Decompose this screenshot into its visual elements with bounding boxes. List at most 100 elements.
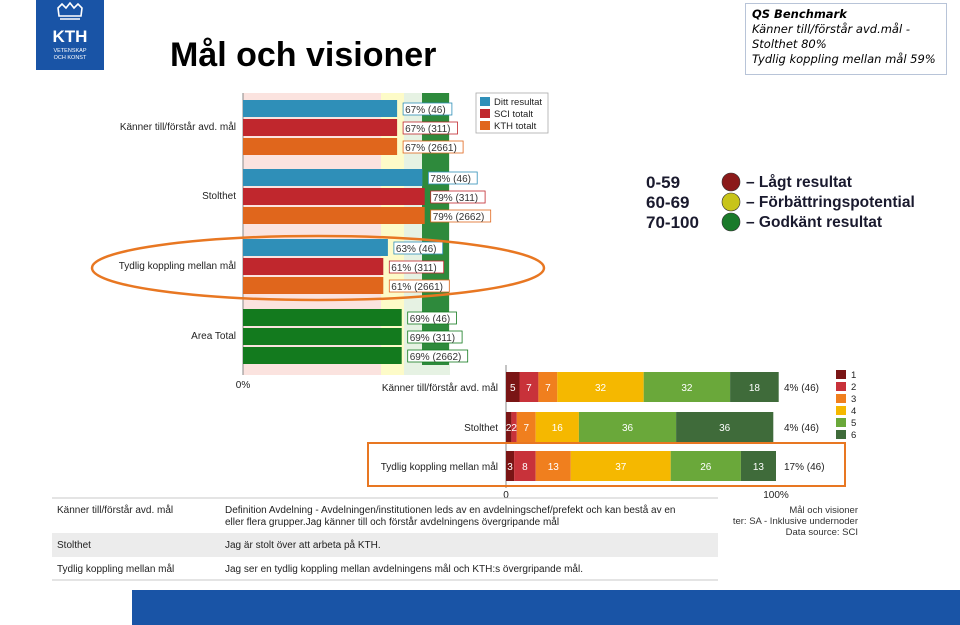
stacked-segment: [578, 412, 677, 442]
stacked-category-label: Stolthet: [464, 423, 498, 434]
scale-light-icon: [721, 172, 741, 192]
stacked-legend-swatch: [836, 394, 846, 403]
data-label-box: [388, 260, 445, 274]
segment-value: 13: [753, 462, 765, 473]
data-label-box: [407, 311, 457, 325]
logo-kth-text: KTH: [53, 27, 88, 46]
segment-value: 26: [700, 462, 712, 473]
stacked-legend-label: 4: [851, 406, 856, 417]
stacked-right-label: 17% (46): [784, 462, 825, 473]
category-label: Tydlig koppling mellan mål: [119, 260, 236, 272]
footer-bar: [132, 590, 960, 625]
scale-range: 0-59: [646, 173, 680, 192]
x-tick-label: 0%: [236, 380, 251, 391]
definition-term: Stolthet: [57, 540, 91, 551]
scale-light-icon: [721, 212, 741, 232]
legend-label: Ditt resultat: [494, 97, 542, 108]
data-label: 61% (2661): [391, 282, 443, 293]
stacked-segment: [535, 412, 579, 442]
legend-swatch: [480, 97, 490, 106]
stacked-segment: [506, 412, 512, 442]
bar: [243, 119, 398, 136]
legend-label: KTH totalt: [494, 121, 537, 132]
segment-value: 7: [523, 423, 529, 434]
category-label: Känner till/förstår avd. mål: [120, 121, 236, 133]
bar: [243, 188, 425, 205]
data-label-box: [430, 209, 492, 223]
data-label-box: [402, 140, 464, 154]
bar: [243, 239, 388, 256]
data-label-box: [430, 190, 486, 204]
stacked-segment: [514, 451, 536, 481]
data-label: 67% (46): [405, 105, 446, 116]
qs-heading: QS Benchmark: [752, 7, 847, 21]
table-row-bg: [52, 533, 718, 557]
stacked-category-label: Känner till/förstår avd. mål: [382, 382, 498, 394]
stacked-legend-swatch: [836, 430, 846, 439]
band-mid: [381, 93, 404, 375]
segment-value: 7: [526, 383, 532, 394]
qs-line: Känner till/förstår avd.mål -: [752, 22, 910, 36]
scale-range: 70-100: [646, 213, 699, 232]
stacked-right-label: 4% (46): [784, 383, 819, 394]
bar: [243, 207, 425, 224]
stacked-segment: [740, 451, 776, 481]
legend-label: SCI totalt: [494, 109, 533, 120]
stacked-segment: [506, 451, 515, 481]
stacked-legend-label: 1: [851, 370, 856, 381]
segment-value: 8: [522, 462, 528, 473]
definition-text: Jag ser en tydlig koppling mellan avdeln…: [225, 563, 583, 575]
category-label: Area Total: [191, 331, 236, 342]
stacked-segment: [676, 412, 774, 442]
stacked-segment: [538, 372, 558, 402]
data-label-box: [402, 102, 453, 116]
data-label-box: [407, 349, 469, 363]
definition-text: Definition Avdelning - Avdelningen/insti…: [225, 504, 676, 516]
bar: [243, 169, 423, 186]
highlight-rect: [367, 442, 846, 487]
stacked-right-label: 4% (46): [784, 423, 819, 434]
segment-value: 13: [548, 462, 560, 473]
stacked-segment: [506, 372, 520, 402]
footer-left: [0, 590, 132, 625]
logo-line-2: VETENSKAP: [53, 48, 86, 54]
scale-label: – Godkänt resultat: [746, 214, 882, 231]
segment-value: 32: [681, 383, 693, 394]
definition-term: Känner till/förstår avd. mål: [57, 504, 173, 516]
segment-value: 37: [615, 462, 627, 473]
kth-logo: KTH VETENSKAP OCH KONST: [36, 0, 104, 70]
stacked-segment: [643, 372, 731, 402]
stacked-segment: [730, 372, 779, 402]
kth-crown-emblem: KTH VETENSKAP OCH KONST: [53, 1, 88, 61]
definition-text: eller flera grupper.Jag känner till och …: [225, 516, 559, 528]
data-label-box: [427, 171, 478, 185]
stacked-legend-label: 2: [851, 382, 856, 393]
data-label-box: [402, 121, 458, 135]
segment-value: 2: [506, 423, 512, 434]
stacked-segment: [516, 412, 536, 442]
stacked-segment: [535, 451, 571, 481]
bar: [243, 309, 402, 326]
stacked-legend-label: 5: [851, 418, 856, 429]
segment-value: 2: [511, 423, 517, 434]
data-label: 69% (2662): [410, 352, 462, 363]
definition-text: Jag är stolt över att arbeta på KTH.: [225, 539, 381, 551]
stacked-segment: [670, 451, 741, 481]
segment-value: 16: [552, 423, 564, 434]
logo-line-3: OCH KONST: [54, 55, 87, 61]
bar: [243, 328, 402, 345]
stacked-legend-swatch: [836, 382, 846, 391]
data-label: 79% (2662): [433, 212, 485, 223]
data-label: 67% (2661): [405, 143, 457, 154]
data-label: 69% (311): [410, 333, 455, 344]
stacked-segment: [519, 372, 539, 402]
segment-value: 7: [545, 383, 551, 394]
stacked-segment: [557, 372, 644, 402]
highlight-ellipse: [90, 234, 546, 302]
scale-light-icon: [721, 192, 741, 212]
stacked-legend-label: 6: [851, 430, 856, 441]
segment-value: 36: [622, 423, 634, 434]
segment-value: 18: [749, 383, 761, 394]
page-title: Mål och visioner: [170, 36, 437, 74]
